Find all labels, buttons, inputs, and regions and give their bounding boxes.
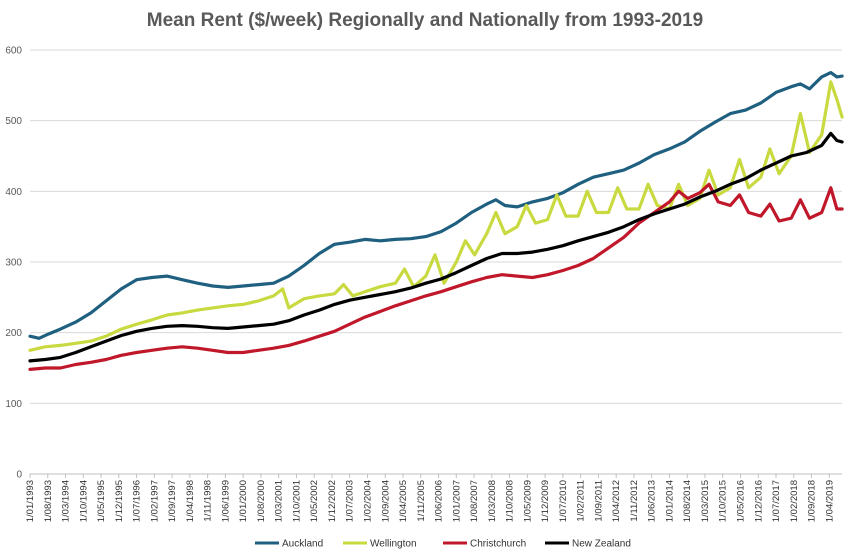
legend-item: Auckland [255, 539, 323, 550]
legend-item: Christchurch [443, 539, 526, 550]
x-tick-label: 1/03/2008 [487, 480, 498, 522]
x-axis: 1/01/1993 1/08/1993 1/03/1994 1/10/1994 1/05… [25, 474, 835, 522]
x-tick-label: 1/06/2006 [434, 480, 445, 522]
x-tick-label: 1/05/2002 [309, 480, 320, 522]
x-tick-label: 1/02/2018 [789, 480, 800, 522]
x-tick-label: 1/06/1999 [220, 480, 231, 522]
x-tick-label: 1/07/2003 [345, 480, 356, 522]
x-tick-label: 1/09/2018 [807, 480, 818, 522]
legend-item: Wellington [343, 539, 417, 550]
y-axis: 0 100 200 300 400 500 600 [5, 46, 22, 481]
x-tick-label: 1/02/1997 [149, 480, 160, 522]
x-tick-label: 1/04/2005 [398, 480, 409, 522]
x-tick-label: 1/03/2015 [700, 480, 711, 522]
x-tick-label: 1/07/2010 [558, 480, 569, 522]
y-tick-label: 200 [5, 328, 22, 339]
x-tick-label: 1/02/2004 [362, 480, 373, 522]
x-tick-label: 1/04/2012 [611, 480, 622, 522]
y-tick-label: 600 [5, 46, 22, 57]
series-line-christchurch [28, 182, 844, 371]
legend-label: New Zealand [572, 539, 631, 550]
x-tick-label: 1/01/2014 [664, 480, 675, 522]
x-tick-label: 1/02/2011 [576, 480, 587, 522]
y-tick-label: 300 [5, 258, 22, 269]
x-tick-label: 1/11/2012 [629, 480, 640, 522]
legend-label: Wellington [370, 539, 417, 550]
x-tick-label: 1/12/2016 [753, 480, 764, 522]
x-tick-label: 1/06/2013 [647, 480, 658, 522]
series-line-new-zealand [28, 131, 844, 363]
series-line-wellington [28, 80, 844, 352]
y-tick-label: 500 [5, 116, 22, 127]
chart-title: Mean Rent ($/week) Regionally and Nation… [146, 10, 704, 31]
legend-label: Christchurch [470, 539, 526, 550]
x-tick-label: 1/12/1995 [114, 480, 125, 522]
series-lines [28, 71, 844, 371]
legend-label: Auckland [282, 539, 323, 550]
x-tick-label: 1/12/2009 [540, 480, 551, 522]
x-tick-label: 1/07/2017 [771, 480, 782, 522]
x-tick-label: 1/08/2014 [682, 480, 693, 522]
x-tick-label: 1/12/2002 [327, 480, 338, 522]
x-tick-label: 1/08/2007 [469, 480, 480, 522]
series-line-auckland [28, 71, 844, 340]
y-tick-label: 0 [16, 470, 22, 481]
x-tick-label: 1/10/2015 [718, 480, 729, 522]
x-tick-label: 1/10/1994 [78, 480, 89, 522]
legend: Auckland Wellington Christchurch New Zealan… [255, 539, 631, 550]
x-tick-label: 1/01/2007 [451, 480, 462, 522]
x-tick-label: 1/09/2011 [593, 480, 604, 522]
legend-item: New Zealand [545, 539, 631, 550]
x-tick-label: 1/09/2004 [380, 480, 391, 522]
x-tick-label: 1/09/1997 [167, 480, 178, 522]
x-tick-label: 1/04/1998 [185, 480, 196, 522]
y-tick-label: 400 [5, 187, 22, 198]
y-tick-label: 100 [5, 399, 22, 410]
x-tick-label: 1/10/2001 [291, 480, 302, 522]
x-tick-label: 1/04/2019 [824, 480, 835, 522]
x-tick-label: 1/05/1995 [96, 480, 107, 522]
x-tick-label: 1/01/1993 [25, 480, 36, 522]
x-tick-label: 1/11/2005 [416, 480, 427, 522]
x-tick-label: 1/08/1993 [43, 480, 54, 522]
x-tick-label: 1/05/2016 [736, 480, 747, 522]
x-tick-label: 1/05/2009 [522, 480, 533, 522]
x-tick-label: 1/07/1996 [132, 480, 143, 522]
x-tick-label: 1/03/2001 [274, 480, 285, 522]
x-tick-label: 1/11/1998 [203, 480, 214, 522]
x-tick-label: 1/01/2000 [238, 480, 249, 522]
x-tick-label: 1/08/2000 [256, 480, 267, 522]
x-tick-label: 1/10/2008 [505, 480, 516, 522]
x-tick-label: 1/03/1994 [61, 480, 72, 522]
